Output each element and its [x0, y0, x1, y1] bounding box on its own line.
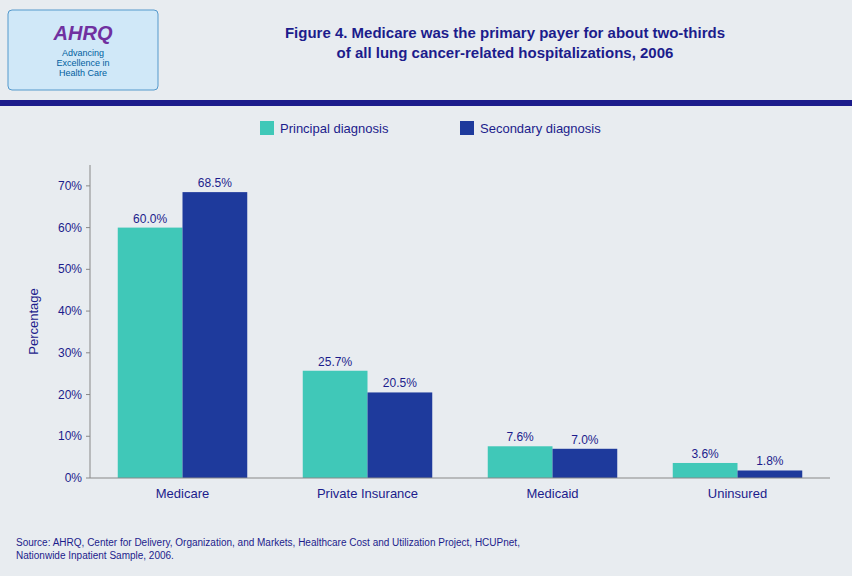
- y-tick: [86, 269, 90, 270]
- data-label: 20.5%: [383, 376, 417, 390]
- logo-box: [8, 10, 158, 90]
- x-tick-label: Uninsured: [708, 486, 767, 501]
- logo-text: AHRQ: [53, 22, 113, 44]
- y-tick: [86, 436, 90, 437]
- data-label: 3.6%: [691, 447, 719, 461]
- bar: [738, 470, 803, 478]
- logo-tagline: AdvancingExcellence inHealth Care: [56, 48, 109, 78]
- text-line: Excellence in: [56, 58, 109, 68]
- bar: [118, 228, 183, 478]
- y-tick-label: 40%: [58, 304, 82, 318]
- x-tick-label: Medicaid: [526, 486, 578, 501]
- bar: [488, 446, 553, 478]
- text-line: Health Care: [59, 68, 107, 78]
- x-axis: Medicare Private Insurance Medicaid Uninsur…: [90, 478, 830, 501]
- legend-swatch: [460, 121, 474, 135]
- y-tick-label: 10%: [58, 429, 82, 443]
- text-line: Figure 4. Medicare was the primary payer…: [285, 24, 725, 41]
- y-tick: [86, 185, 90, 186]
- y-tick: [86, 227, 90, 228]
- legend-label: Principal diagnosis: [280, 121, 389, 136]
- separator: [0, 100, 852, 106]
- x-tick-label: Medicare: [156, 486, 209, 501]
- legend-label: Secondary diagnosis: [480, 121, 601, 136]
- data-label: 1.8%: [756, 454, 784, 468]
- y-axis-line: [90, 165, 91, 478]
- bar: [183, 192, 248, 478]
- text-line: Advancing: [62, 48, 104, 58]
- title: Figure 4. Medicare was the primary payer…: [285, 24, 725, 61]
- chart: AHRQ AdvancingExcellence inHealth Care Fig…: [0, 0, 852, 576]
- y-tick-label: 50%: [58, 262, 82, 276]
- y-tick-label: 20%: [58, 388, 82, 402]
- data-labels: 60.0% 25.7% 7.6% 3.6% 68.5% 20.5% 7.0% 1.8%: [133, 176, 784, 468]
- bar: [368, 392, 433, 478]
- y-tick-label: 30%: [58, 346, 82, 360]
- x-axis-line: [90, 478, 830, 479]
- bars: [118, 192, 803, 478]
- text-line: Source: AHRQ, Center for Delivery, Organ…: [16, 537, 520, 548]
- background: [0, 0, 852, 576]
- data-label: 7.6%: [506, 430, 534, 444]
- bar: [553, 449, 618, 478]
- y-tick: [86, 478, 90, 479]
- text-line: Nationwide Inpatient Sample, 2006.: [16, 550, 174, 561]
- y-axis-label: Percentage: [26, 288, 41, 355]
- y-tick-label: 0%: [65, 471, 83, 485]
- data-label: 60.0%: [133, 212, 167, 226]
- text-line: of all lung cancer-related hospitalizati…: [337, 44, 674, 61]
- bar: [673, 463, 738, 478]
- legend-swatch: [260, 121, 274, 135]
- x-tick-label: Private Insurance: [317, 486, 418, 501]
- data-label: 68.5%: [198, 176, 232, 190]
- y-tick: [86, 394, 90, 395]
- bar: [303, 371, 368, 478]
- data-label: 25.7%: [318, 355, 352, 369]
- data-label: 7.0%: [571, 433, 599, 447]
- y-tick-label: 70%: [58, 179, 82, 193]
- source-note: Source: AHRQ, Center for Delivery, Organ…: [16, 537, 520, 561]
- legend: Principal diagnosis Secondary diagnosis: [260, 121, 601, 136]
- y-axis: 0% 10% 20% 30% 40% 50% 60% 70%: [58, 165, 90, 485]
- y-tick-label: 60%: [58, 221, 82, 235]
- y-tick: [86, 352, 90, 353]
- y-tick: [86, 311, 90, 312]
